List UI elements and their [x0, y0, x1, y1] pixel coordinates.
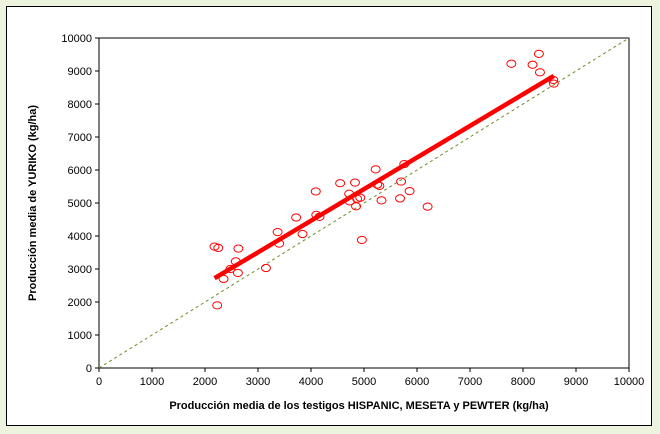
data-point [297, 229, 308, 239]
data-point [272, 227, 283, 237]
data-point [370, 165, 381, 174]
y-tick-label: 8000 [68, 99, 92, 111]
data-points-group [209, 49, 559, 310]
data-point [213, 243, 224, 252]
x-tick-label: 6000 [405, 376, 429, 388]
y-tick-label: 7000 [68, 132, 92, 144]
data-point [225, 264, 236, 274]
x-axis-ticks: 0 1000 2000 3000 4000 5000 6000 7000 8000 9000 100… [96, 368, 644, 388]
data-point [218, 274, 229, 283]
data-point [230, 257, 241, 266]
y-tick-label: 1000 [68, 330, 92, 342]
data-point [291, 213, 302, 222]
data-point [274, 239, 285, 248]
data-point [396, 177, 407, 186]
y-tick-label: 10000 [61, 33, 92, 45]
data-point [233, 244, 244, 253]
data-point [212, 301, 223, 310]
data-point [395, 194, 406, 203]
data-point [548, 75, 559, 85]
x-tick-label: 5000 [352, 376, 376, 388]
data-point [311, 210, 322, 219]
y-tick-label: 2000 [68, 297, 92, 309]
x-tick-label: 0 [96, 376, 102, 388]
y-tick-label: 9000 [68, 66, 92, 78]
x-tick-label: 1000 [140, 376, 164, 388]
data-point [232, 268, 243, 278]
data-point [506, 59, 517, 68]
y-axis-title: Producción media de YURIKO (kg/ha) [27, 105, 39, 301]
x-tick-label: 4000 [299, 376, 323, 388]
data-point [374, 181, 385, 190]
data-point [404, 187, 415, 196]
data-point [376, 196, 387, 205]
x-tick-label: 3000 [246, 376, 270, 388]
data-point [533, 49, 544, 58]
y-tick-label: 4000 [68, 231, 92, 243]
data-point [548, 79, 559, 88]
data-point [260, 263, 271, 273]
y-tick-label: 6000 [68, 165, 92, 177]
x-tick-label: 9000 [564, 376, 588, 388]
data-point [372, 180, 383, 189]
reference-line-group [98, 37, 630, 369]
x-tick-label: 10000 [614, 376, 645, 388]
x-tick-label: 2000 [193, 376, 217, 388]
y-tick-label: 3000 [68, 264, 92, 276]
trend-line-group [213, 74, 555, 281]
data-point [335, 179, 346, 188]
data-point [310, 187, 321, 196]
x-tick-label: 7000 [458, 376, 482, 388]
y-tick-label: 5000 [68, 198, 92, 210]
data-point [534, 68, 545, 77]
reference-line [98, 37, 630, 369]
data-point [355, 193, 366, 202]
data-point [399, 159, 410, 169]
x-tick-label: 8000 [511, 376, 535, 388]
y-axis-ticks: 0 1000 2000 3000 4000 5000 6000 7000 8000 9000 100… [61, 33, 99, 375]
data-point [314, 212, 325, 221]
data-point [356, 235, 367, 245]
data-point [422, 202, 433, 211]
trend-line [213, 74, 555, 281]
data-point [527, 60, 538, 69]
y-tick-label: 0 [86, 363, 92, 375]
x-axis-title: Producción media de los testigos HISPANI… [169, 400, 549, 412]
scatter-chart: 0 1000 2000 3000 4000 5000 6000 7000 8000 9000 100… [27, 33, 644, 412]
data-point [349, 178, 360, 187]
chart-area: 0 1000 2000 3000 4000 5000 6000 7000 8000 9000 100… [6, 6, 652, 426]
